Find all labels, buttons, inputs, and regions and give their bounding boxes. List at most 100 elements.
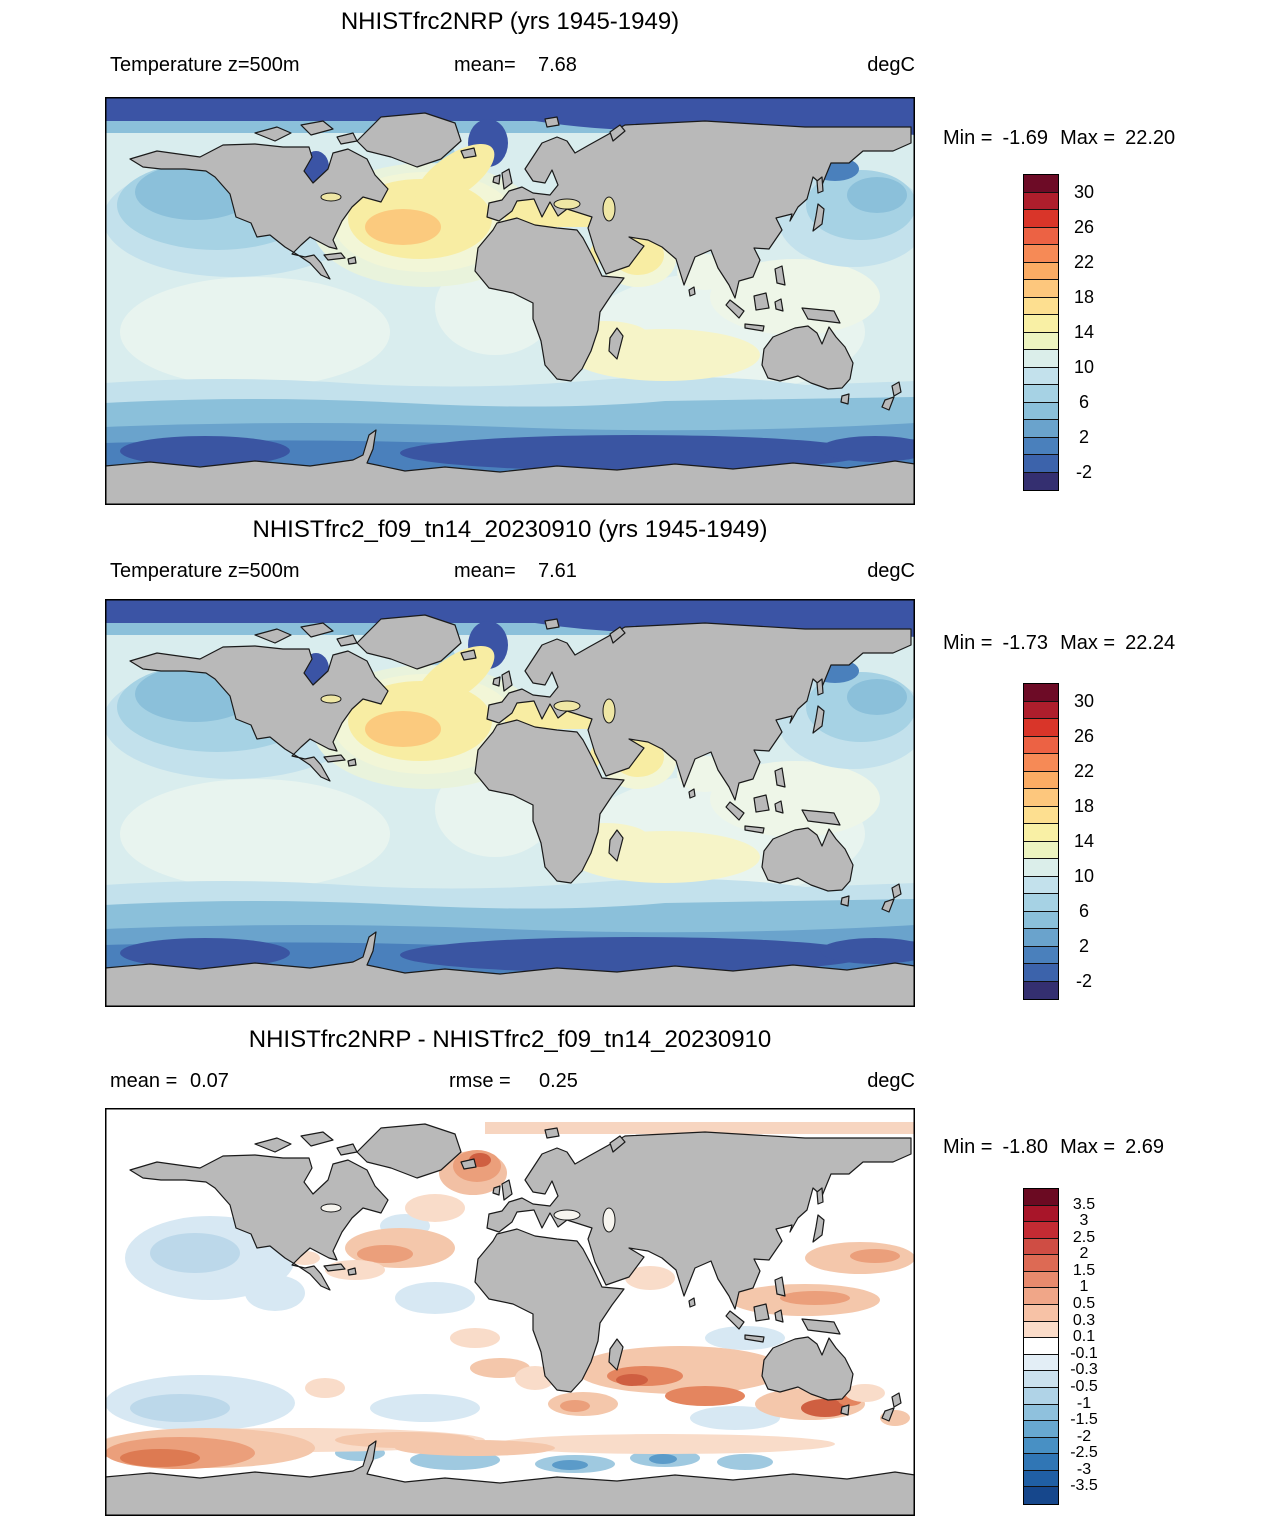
new-zealand-north [891, 381, 902, 397]
colorbar-cell [1024, 297, 1058, 315]
caspian-sea [602, 698, 616, 724]
sri-lanka [688, 286, 696, 297]
colorbar-cell [1024, 876, 1058, 894]
colorbar-tick-label: 30 [1073, 690, 1095, 711]
colorbar-cell [1024, 420, 1058, 438]
panel1-mean-value: 7.68 [538, 54, 577, 76]
colorbar-tick-label: 0.5 [1072, 1295, 1096, 1313]
colorbar-tick-label: 6 [1078, 900, 1089, 921]
colorbar-cell [1024, 455, 1058, 473]
panel2-units: degC [867, 560, 915, 582]
panel2-min-value: -1.73 [1002, 632, 1049, 654]
great-britain [501, 168, 513, 190]
panel1-title: NHISTfrc2NRP (yrs 1945-1949) [340, 8, 680, 35]
colorbar-panel-1: 30 26 22 18 14 10 6 2 -2 [1023, 174, 1143, 491]
svalbard [544, 116, 560, 128]
panel3-max-value: 2.69 [1125, 1136, 1165, 1158]
panel3-rmse-label: rmse = [449, 1070, 511, 1092]
map-panel-2 [105, 599, 915, 1007]
colorbar-tick-label: -1.5 [1070, 1411, 1098, 1429]
colorbar-cell [1024, 210, 1058, 228]
map-frame [105, 599, 915, 1007]
sakhalin [816, 176, 824, 194]
colorbar-cell [1024, 806, 1058, 824]
tasmania [840, 393, 850, 405]
colorbar-cell [1024, 824, 1058, 842]
colorbar-cell [1024, 1454, 1058, 1471]
black-sea [553, 700, 581, 712]
panel2-title: NHISTfrc2_f09_tn14_20230910 (yrs 1945-19… [252, 516, 768, 543]
sulawesi [774, 298, 784, 312]
caspian-sea [602, 1207, 616, 1233]
colorbar-cell [1024, 719, 1058, 737]
lakes [320, 192, 616, 222]
colorbar-tick-label: 10 [1073, 356, 1095, 377]
panel2-mean-value: 7.61 [538, 560, 577, 582]
colorbar-cell [1024, 315, 1058, 333]
panel3-max-label: Max = [1060, 1136, 1116, 1158]
panel3-min-label: Min = [943, 1136, 993, 1158]
colorbar-cells [1023, 683, 1059, 1000]
colorbar-tick-label: 10 [1073, 865, 1095, 886]
borneo [753, 292, 770, 311]
colorbar-tick-label: -0.3 [1070, 1361, 1098, 1379]
black-sea [553, 1209, 581, 1221]
colorbar-cell [1024, 911, 1058, 929]
australia [761, 325, 854, 390]
colorbar-cell [1024, 1470, 1058, 1488]
colorbar-cell [1024, 385, 1058, 403]
colorbar-tick-label: -0.5 [1070, 1377, 1098, 1395]
panel1-max-label: Max = [1060, 127, 1116, 149]
africa [474, 217, 625, 382]
colorbar-tick-label: 2.5 [1072, 1228, 1096, 1246]
panel1-subtitle-row: Temperature z=500m mean= 7.68 degC [105, 54, 915, 80]
colorbar-cell [1024, 1238, 1058, 1256]
panel1-field-label: Temperature z=500m [110, 54, 300, 76]
colorbar-cell [1024, 981, 1058, 999]
colorbar-cell [1024, 894, 1058, 912]
panel1-mean-label: mean= [454, 54, 516, 76]
colorbar-tick-label: 2 [1079, 1245, 1089, 1263]
map-panel-1 [105, 97, 915, 505]
greenland [356, 112, 462, 168]
colorbar-tick-label: 0.1 [1072, 1328, 1096, 1346]
colorbar-cell [1024, 262, 1058, 280]
panel1-min-value: -1.69 [1002, 127, 1049, 149]
great-lakes [320, 192, 342, 202]
continents [105, 112, 915, 505]
colorbar-tick-label: -2 [1075, 461, 1092, 482]
panel2-min-label: Min = [943, 632, 993, 654]
colorbar-tick-label: 22 [1073, 760, 1095, 781]
panel3-rmse-value: 0.25 [539, 1070, 578, 1092]
panel2-max-label: Max = [1060, 632, 1116, 654]
map-frame [105, 1108, 915, 1516]
colorbar-cell [1024, 1371, 1058, 1388]
map-frame [105, 97, 915, 505]
colorbar-cell [1024, 1404, 1058, 1422]
colorbar-cell [1024, 929, 1058, 947]
eurasia [486, 120, 912, 299]
panel1-max-value: 22.20 [1125, 127, 1176, 149]
colorbar-cell [1024, 350, 1058, 368]
colorbar-cell [1024, 1321, 1058, 1339]
madagascar [608, 327, 624, 360]
colorbar-cell [1024, 280, 1058, 298]
lakes [320, 1203, 616, 1233]
great-lakes [320, 694, 342, 704]
panel3-minmax: Min = -1.80 Max = 2.69 [943, 1136, 1164, 1159]
colorbar-cell [1024, 701, 1058, 719]
colorbar-tick-label: -3 [1076, 1460, 1092, 1478]
colorbar-tick-label: 0.3 [1072, 1311, 1096, 1329]
arctic-island [300, 120, 334, 136]
colorbar-cell [1024, 841, 1058, 859]
colorbar-tick-label: 2 [1078, 935, 1089, 956]
colorbar-cell [1024, 402, 1058, 420]
colorbar-tick-label: 14 [1073, 321, 1095, 342]
colorbar-cell [1024, 1189, 1058, 1206]
japan [812, 203, 825, 232]
colorbar-tick-labels: 30 26 22 18 14 10 6 2 -2 [1063, 174, 1105, 489]
north-america [129, 143, 389, 280]
colorbar-tick-label: -2.5 [1070, 1444, 1098, 1462]
panel3-min-value: -1.80 [1002, 1136, 1049, 1158]
colorbar-cells [1023, 174, 1059, 491]
